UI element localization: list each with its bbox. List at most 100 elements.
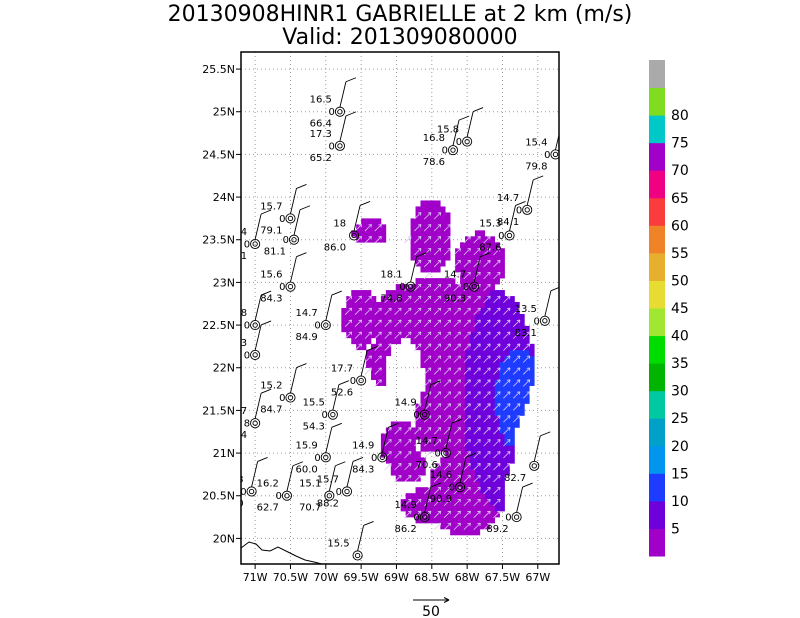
field-cell: [425, 409, 431, 416]
field-cell: [509, 331, 515, 339]
station-center: [252, 322, 258, 328]
field-cell: [430, 218, 436, 225]
colorbar-label: 40: [671, 329, 689, 345]
field-cell: [420, 421, 426, 428]
field-cell: [484, 433, 491, 440]
wind-vector: [463, 487, 471, 495]
field-cell: [390, 433, 397, 440]
wind-vector-head: [457, 391, 461, 395]
wind-vector-head: [417, 343, 422, 348]
wind-vector: [433, 295, 442, 304]
field-cell: [375, 337, 382, 345]
field-cell: [445, 313, 451, 321]
field-cell: [474, 361, 481, 369]
wind-vector-head: [516, 367, 521, 371]
field-cell: [455, 421, 461, 428]
station-speed: 15.8: [437, 125, 459, 136]
station-center: [354, 552, 361, 559]
field-cell: [469, 499, 476, 506]
wind-vector-head: [427, 451, 432, 455]
field-cell: [405, 421, 411, 428]
wind-vector-head: [427, 236, 432, 240]
field-cell: [440, 379, 446, 386]
wind-vector-head: [427, 367, 432, 371]
wind-vector-head: [457, 463, 461, 467]
field-cell: [380, 451, 387, 458]
wind-vector: [473, 295, 481, 304]
wind-vector: [483, 451, 491, 459]
station-ring: [352, 550, 363, 561]
field-cell: [509, 439, 515, 446]
field-cell: [445, 481, 451, 488]
field-cell: [474, 481, 481, 488]
wind-vector: [384, 295, 392, 304]
field-cell: [450, 499, 456, 506]
wind-vector: [443, 295, 451, 304]
wind-vector-head: [447, 474, 452, 479]
field-cell: [440, 260, 446, 267]
wind-vector-head: [437, 391, 442, 395]
field-cell: [450, 397, 456, 404]
wind-vector: [443, 427, 451, 435]
station-barb: [292, 461, 304, 467]
wind-vector-head: [398, 295, 402, 300]
field-cell: [425, 505, 431, 512]
field-cell: [450, 487, 456, 494]
field-cell: [445, 373, 451, 380]
x-axis: 71W 70.5W 70W 69.5W 69W 68.5W 68W 67.5W 67W: [243, 564, 550, 584]
wind-vector-head: [497, 510, 501, 515]
field-cell: [430, 511, 436, 518]
field-cell: [484, 457, 491, 464]
field-cell: [395, 284, 402, 291]
field-cell: [460, 511, 466, 518]
field-cell: [430, 331, 436, 339]
wind-vector: [493, 510, 501, 519]
wind-vector: [503, 295, 511, 304]
station-barb: [359, 201, 371, 206]
field-cell: [410, 308, 416, 315]
field-cell: [385, 445, 392, 452]
field-cell: [410, 499, 416, 506]
wind-vector: [503, 451, 511, 459]
wind-vector-head: [427, 355, 432, 359]
wind-vector: [522, 367, 531, 375]
field-cell: [385, 337, 392, 345]
field-cell: [450, 463, 456, 470]
field-cell: [519, 355, 525, 363]
wind-vector: [443, 379, 451, 387]
wind-vector: [433, 367, 442, 375]
field-cell: [450, 290, 456, 297]
field-cell: [405, 433, 411, 440]
station-pressure: 84.1: [497, 217, 519, 228]
field-cell: [509, 379, 515, 386]
wind-vector: [463, 307, 471, 315]
wind-vector: [513, 355, 521, 363]
field-cell: [465, 278, 471, 285]
field-cell: [509, 403, 515, 410]
field-cell: [460, 505, 466, 512]
field-cell: [410, 284, 416, 291]
station-direction: 0: [279, 393, 285, 404]
wind-vector: [423, 331, 432, 339]
station-ring: [285, 213, 296, 224]
wind-vector-head: [497, 427, 501, 431]
wind-vector-head: [437, 427, 442, 431]
station-staff: [544, 290, 552, 317]
field-cell: [529, 355, 535, 363]
field-cell: [479, 325, 486, 333]
wind-vector: [463, 295, 471, 304]
wind-vector: [433, 355, 442, 363]
field-cell: [380, 373, 387, 380]
wind-vector-head: [427, 427, 432, 431]
wind-vector: [463, 522, 471, 531]
field-cell: [509, 373, 515, 380]
field-cell: [390, 439, 397, 446]
field-cell: [489, 308, 495, 315]
field-cell: [484, 373, 491, 380]
field-cell: [460, 439, 466, 446]
wind-vector-head: [417, 212, 422, 216]
wind-vector-head: [477, 343, 481, 348]
